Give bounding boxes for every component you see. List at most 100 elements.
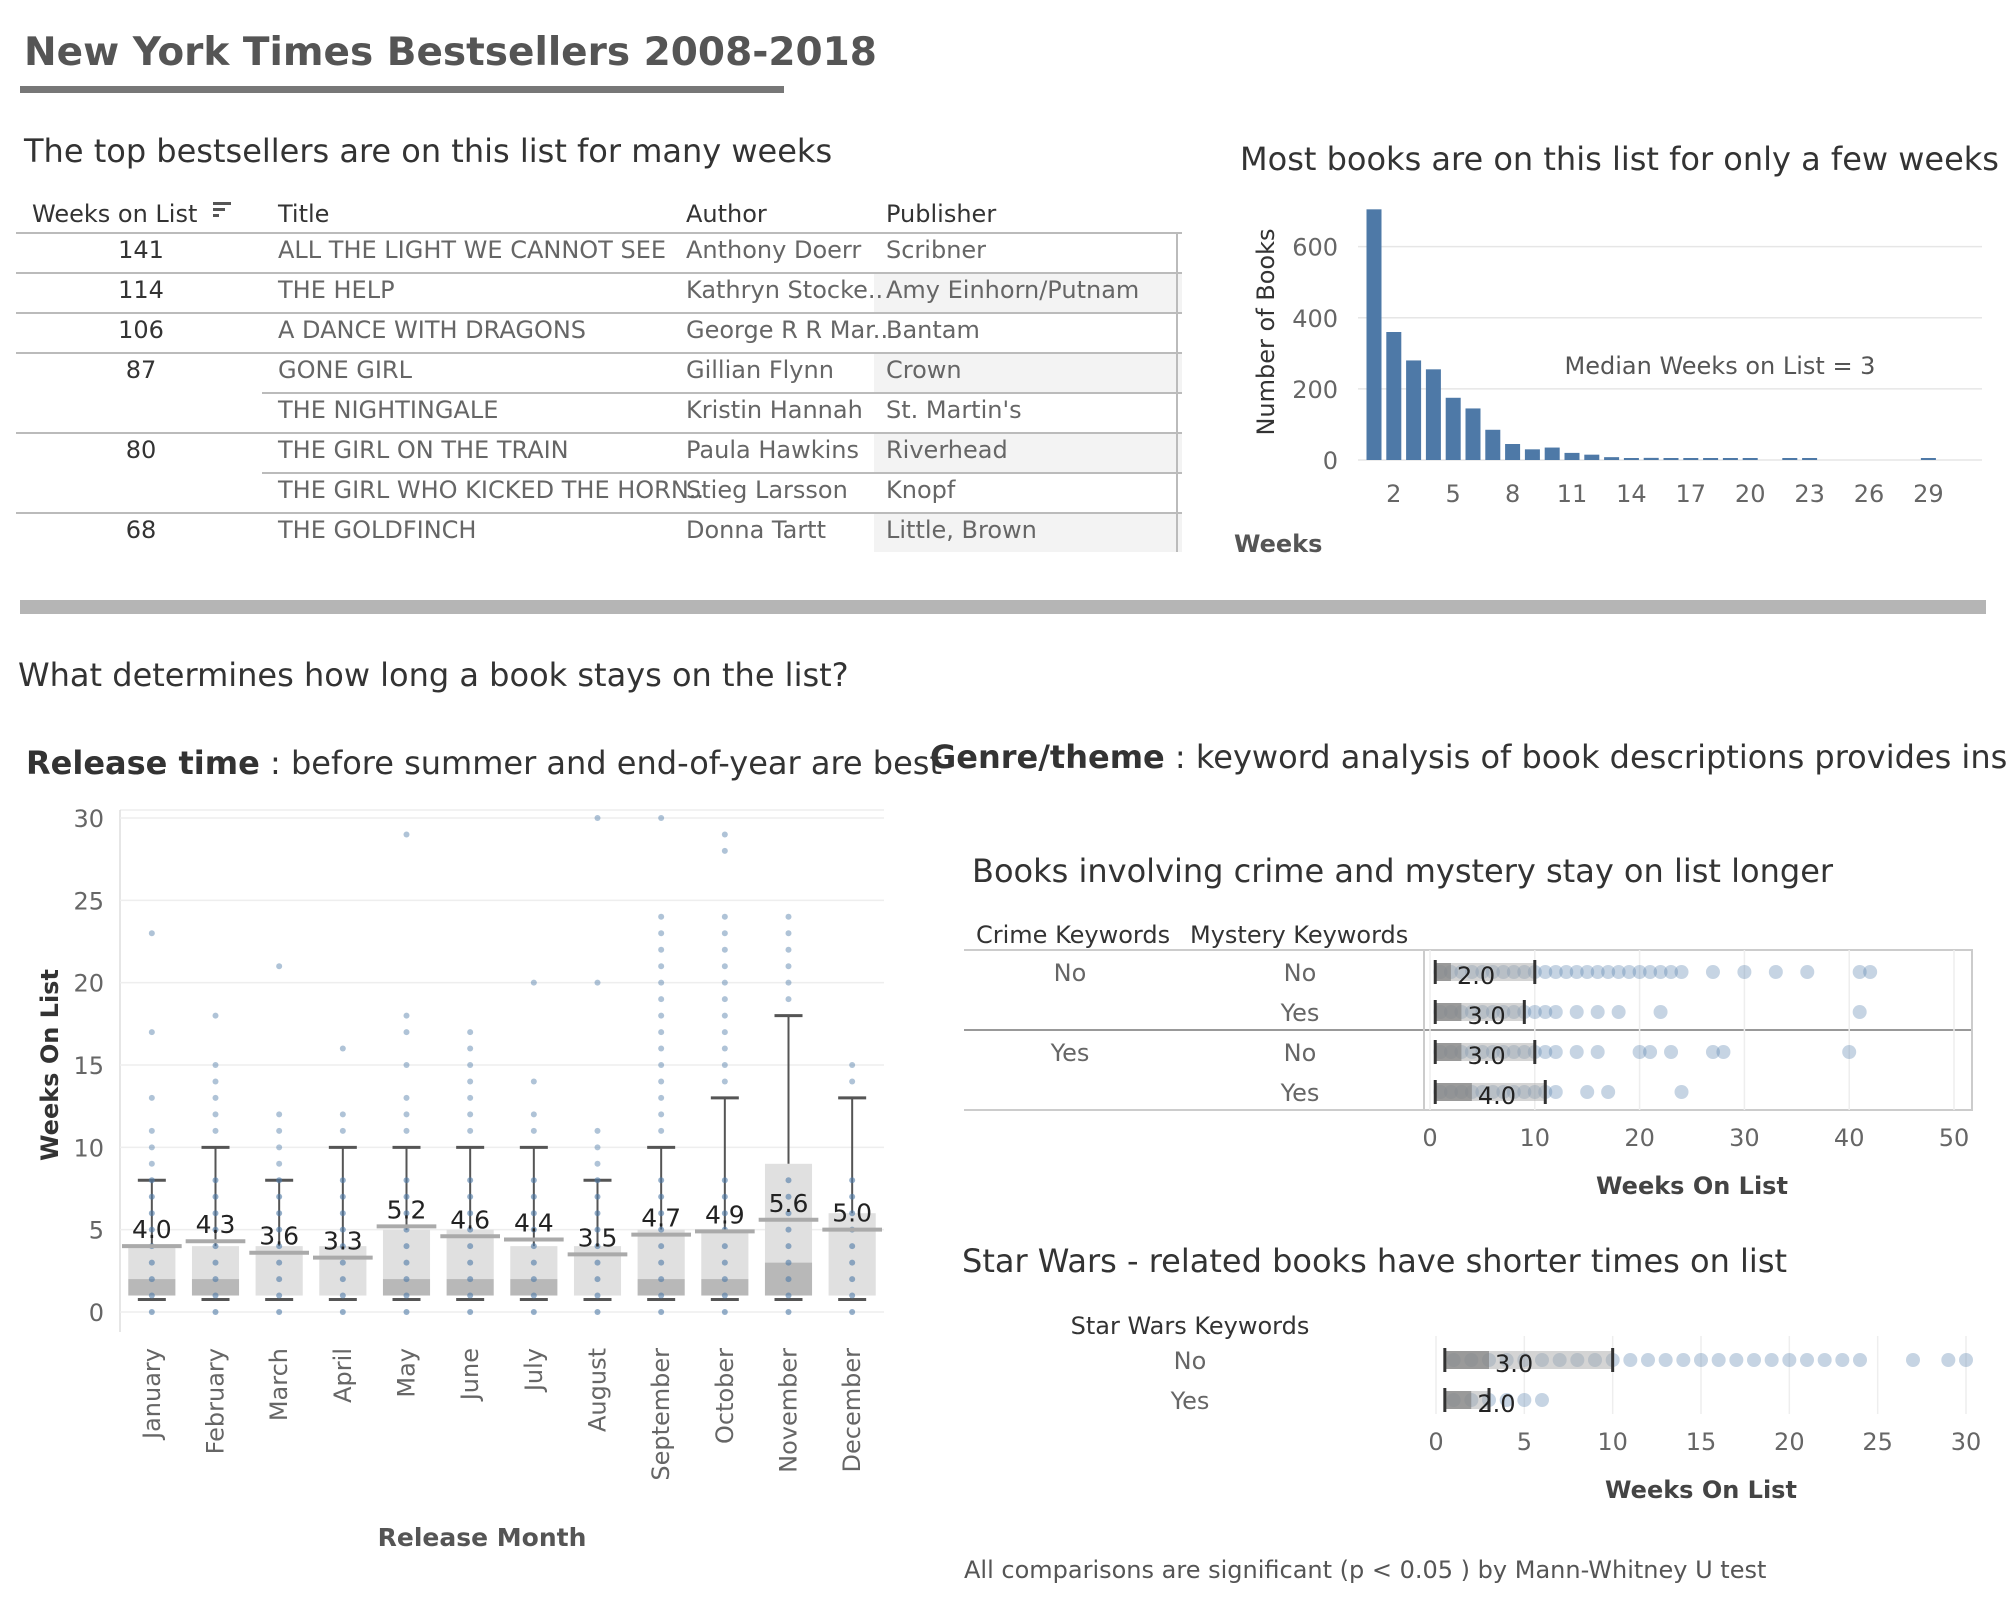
data-point xyxy=(721,1243,728,1250)
outlier-point xyxy=(721,946,728,953)
publisher-cell: Knopf xyxy=(886,476,956,504)
y-tick-label: 400 xyxy=(1292,305,1338,333)
mystery-label: No xyxy=(1284,1039,1317,1067)
histogram-bar xyxy=(1425,369,1441,460)
histogram-bar xyxy=(1485,429,1501,460)
outlier-point xyxy=(785,930,792,937)
histogram-bar xyxy=(1802,458,1818,460)
table-row[interactable]: 114 THE HELP Kathryn Stocke.. Amy Einhor… xyxy=(16,272,1182,312)
histogram-bar xyxy=(1722,458,1738,460)
data-point xyxy=(1569,965,1584,979)
publisher-cell: St. Martin's xyxy=(886,396,1022,424)
data-point xyxy=(721,1292,728,1299)
table-row[interactable]: 68 THE GOLDFINCH Donna Tartt Little, Bro… xyxy=(16,512,1182,552)
data-point xyxy=(594,1226,601,1233)
data-point xyxy=(658,1210,665,1217)
outlier-point xyxy=(785,963,792,970)
data-point xyxy=(594,1177,601,1184)
histogram-bar xyxy=(1505,444,1521,460)
outlier-point xyxy=(467,1111,474,1118)
outlier-point xyxy=(785,979,792,986)
publisher-cell-bg xyxy=(874,354,1182,392)
section-heading: What determines how long a book stays on… xyxy=(18,656,849,694)
y-tick-label: 20 xyxy=(73,970,104,998)
data-point xyxy=(276,1193,283,1200)
data-point xyxy=(658,1193,665,1200)
data-point xyxy=(403,1292,410,1299)
table-row[interactable]: 141 ALL THE LIGHT WE CANNOT SEE Anthony … xyxy=(16,232,1182,272)
data-point xyxy=(1653,965,1668,979)
col-header-author[interactable]: Author xyxy=(686,200,767,228)
histogram-bar xyxy=(1564,452,1580,460)
outlier-point xyxy=(403,831,410,838)
col-header-publisher[interactable]: Publisher xyxy=(886,200,997,228)
table-row[interactable]: 106 A DANCE WITH DRAGONS George R R Mar.… xyxy=(16,312,1182,352)
title-cell: GONE GIRL xyxy=(278,356,412,384)
data-point xyxy=(148,1276,155,1283)
outlier-point xyxy=(403,1127,410,1134)
sort-descending-icon[interactable] xyxy=(211,200,233,220)
data-point xyxy=(594,1243,601,1250)
outlier-point xyxy=(849,1062,856,1068)
x-tick-label: 10 xyxy=(1520,1124,1551,1152)
outlier-point xyxy=(658,930,665,937)
data-point xyxy=(1842,1045,1857,1059)
col-header-weeks[interactable]: Weeks on List xyxy=(32,200,233,228)
data-point xyxy=(339,1193,346,1200)
histogram-bar xyxy=(1663,458,1679,460)
outlier-point xyxy=(721,1062,728,1068)
outlier-point xyxy=(658,815,665,821)
outlier-point xyxy=(276,1144,283,1151)
row-edge xyxy=(1176,272,1178,312)
data-point xyxy=(148,1226,155,1233)
histogram-bar xyxy=(1584,454,1600,460)
histogram-bar xyxy=(1544,447,1560,460)
data-point xyxy=(1538,965,1553,979)
histogram-bar xyxy=(1742,458,1758,460)
data-point xyxy=(212,1177,219,1184)
table-row[interactable]: THE GIRL WHO KICKED THE HORN.. Stieg Lar… xyxy=(16,472,1182,512)
box-upper xyxy=(382,1229,431,1280)
mean-label: 5.2 xyxy=(387,1195,427,1224)
weeks-cell: 80 xyxy=(125,436,157,464)
x-axis-title: Release Month xyxy=(378,1523,587,1552)
data-point xyxy=(403,1177,410,1184)
genre-heading-bold: Genre/theme xyxy=(930,738,1165,776)
publisher-cell: Amy Einhorn/Putnam xyxy=(886,276,1140,304)
data-point xyxy=(658,1309,665,1315)
title-cell: THE GOLDFINCH xyxy=(278,516,477,544)
data-point xyxy=(339,1177,346,1184)
mean-label: 4.7 xyxy=(641,1204,681,1233)
col-header-title[interactable]: Title xyxy=(278,200,330,228)
outlier-point xyxy=(212,1062,219,1068)
data-point xyxy=(530,1226,537,1233)
data-point xyxy=(1548,1005,1563,1019)
crime-label: Yes xyxy=(1050,1039,1090,1067)
x-tick-label: 8 xyxy=(1505,480,1520,508)
table-row[interactable]: 87 GONE GIRL Gillian Flynn Crown xyxy=(16,352,1182,392)
month-label: November xyxy=(775,1348,803,1473)
table-row[interactable]: THE NIGHTINGALE Kristin Hannah St. Marti… xyxy=(16,392,1182,432)
data-point xyxy=(1559,965,1574,979)
data-point xyxy=(1499,1393,1514,1407)
mean-label: 4.4 xyxy=(514,1209,554,1238)
publisher-cell: Little, Brown xyxy=(886,516,1037,544)
table-row[interactable]: 80 THE GIRL ON THE TRAIN Paula Hawkins R… xyxy=(16,432,1182,472)
row-rule xyxy=(16,312,1182,314)
data-point xyxy=(212,1226,219,1233)
month-label: September xyxy=(647,1348,675,1481)
crime-mystery-stripplot: Crime Keywords Mystery Keywords No No Yes Yes… xyxy=(964,921,1973,1200)
y-axis-title: Number of Books xyxy=(1252,228,1280,435)
data-point xyxy=(467,1210,474,1217)
data-point xyxy=(849,1292,856,1299)
outlier-point xyxy=(721,847,728,854)
month-label: August xyxy=(584,1348,612,1432)
y-tick-label: 200 xyxy=(1292,376,1338,404)
publisher-cell: Riverhead xyxy=(886,436,1008,464)
data-point xyxy=(403,1276,410,1283)
mean-label: 3.3 xyxy=(323,1227,363,1256)
data-point xyxy=(339,1210,346,1217)
box-lower xyxy=(510,1279,558,1296)
data-point xyxy=(1569,1005,1584,1019)
histogram-bar xyxy=(1366,209,1382,460)
